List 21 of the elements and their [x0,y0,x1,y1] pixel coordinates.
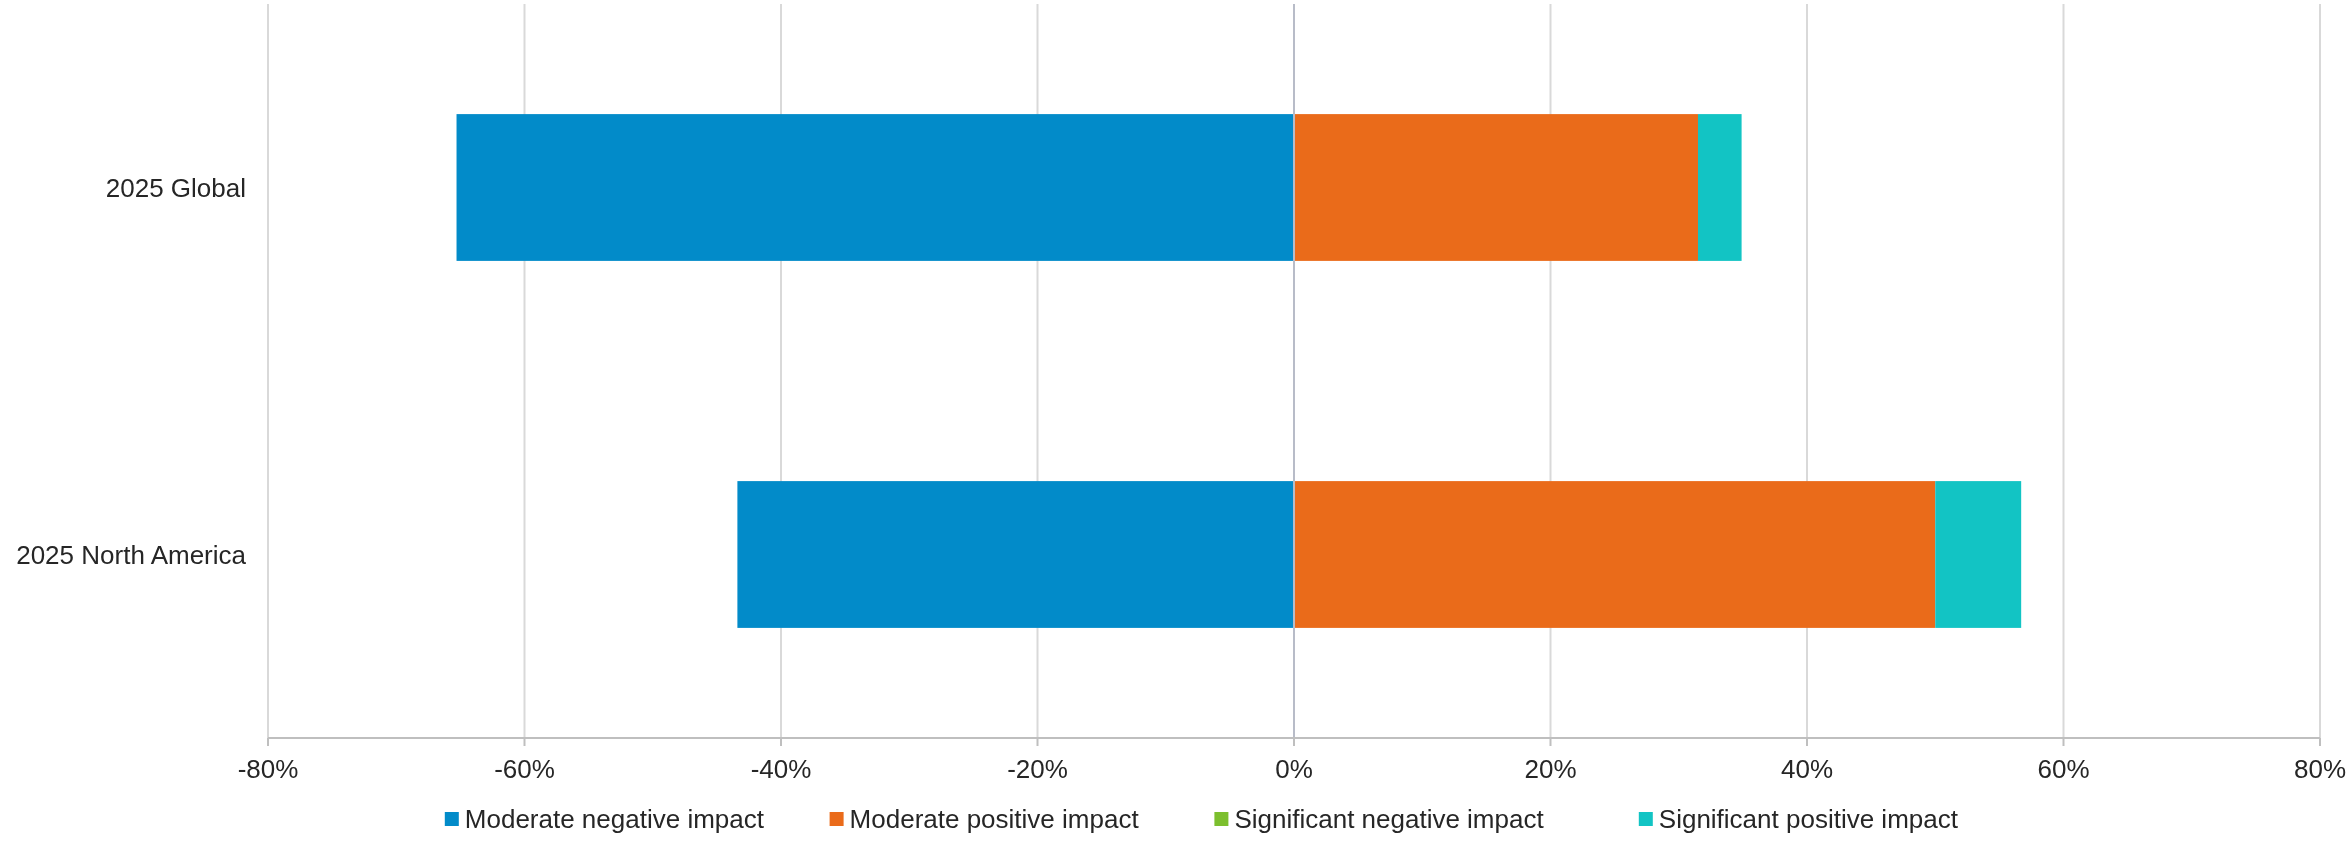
bar [1697,114,1742,261]
x-tick-label: 40% [1780,754,1834,784]
x-tick-label: -80% [237,754,299,784]
bar [1294,481,1936,628]
legend-label: Significant positive impact [1658,804,1959,835]
legend-label: Moderate positive impact [849,804,1140,835]
x-tick-label: -60% [494,754,555,784]
x-tick-label: -40% [750,754,812,784]
x-tick-label: 0% [1275,754,1313,784]
y-tick-label: 2025 North America [16,539,247,570]
legend-label: Moderate negative impact [464,804,765,835]
x-tick-label: 20% [1524,754,1577,784]
x-tick-label: 60% [2037,754,2090,784]
x-tick-label: -20% [1007,754,1068,784]
y-tick-label: 2025 Global [105,172,246,203]
x-tick-label: 80% [2293,754,2347,784]
bar [1294,114,1698,261]
bar [456,114,1294,261]
legend-label: Significant negative impact [1234,804,1545,835]
bar [737,481,1294,628]
bar [1935,481,2022,628]
